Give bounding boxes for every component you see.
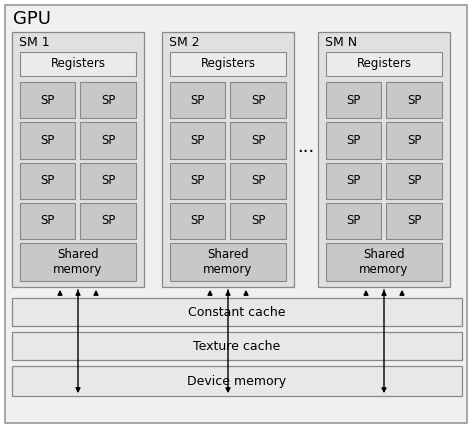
Text: Registers: Registers: [201, 58, 255, 71]
Bar: [386, 203, 442, 239]
Bar: [12, 366, 462, 396]
Text: SP: SP: [251, 134, 265, 147]
Bar: [326, 82, 382, 118]
Bar: [326, 243, 442, 281]
Text: SP: SP: [251, 174, 265, 187]
Text: SP: SP: [101, 134, 116, 147]
Bar: [170, 203, 226, 239]
Text: SP: SP: [346, 174, 361, 187]
Text: SP: SP: [101, 215, 116, 227]
Bar: [81, 163, 136, 199]
Text: SP: SP: [251, 215, 265, 227]
Text: Constant cache: Constant cache: [188, 305, 286, 319]
Text: SM N: SM N: [325, 36, 357, 49]
Bar: [170, 52, 286, 76]
Bar: [12, 332, 462, 360]
Bar: [326, 163, 382, 199]
Text: Device memory: Device memory: [187, 375, 287, 387]
Text: SP: SP: [191, 215, 205, 227]
Text: Registers: Registers: [51, 58, 106, 71]
Text: SP: SP: [346, 215, 361, 227]
Bar: [20, 243, 136, 281]
Text: SP: SP: [101, 94, 116, 107]
Bar: [326, 52, 442, 76]
Bar: [20, 82, 75, 118]
Text: SM 1: SM 1: [19, 36, 50, 49]
Bar: [170, 122, 226, 159]
Bar: [386, 163, 442, 199]
Text: SP: SP: [251, 94, 265, 107]
Text: SP: SP: [41, 174, 55, 187]
Text: Shared
memory: Shared memory: [359, 248, 409, 276]
Bar: [81, 82, 136, 118]
Text: Shared
memory: Shared memory: [53, 248, 103, 276]
Text: SP: SP: [407, 174, 421, 187]
Text: SP: SP: [407, 94, 421, 107]
Bar: [81, 203, 136, 239]
Bar: [12, 298, 462, 326]
Text: SP: SP: [346, 134, 361, 147]
Bar: [230, 122, 286, 159]
Text: SP: SP: [191, 134, 205, 147]
Text: SM 2: SM 2: [169, 36, 200, 49]
Bar: [230, 82, 286, 118]
Bar: [20, 163, 75, 199]
Bar: [162, 32, 294, 287]
Text: SP: SP: [191, 174, 205, 187]
Bar: [20, 203, 75, 239]
Text: SP: SP: [346, 94, 361, 107]
Bar: [326, 122, 382, 159]
Bar: [12, 32, 144, 287]
Text: SP: SP: [407, 215, 421, 227]
Bar: [81, 122, 136, 159]
Text: SP: SP: [41, 215, 55, 227]
Text: GPU: GPU: [13, 10, 51, 28]
Text: ...: ...: [297, 138, 315, 156]
Text: SP: SP: [191, 94, 205, 107]
Bar: [386, 122, 442, 159]
Bar: [170, 243, 286, 281]
Bar: [170, 163, 226, 199]
Bar: [318, 32, 450, 287]
Bar: [170, 82, 226, 118]
Text: Shared
memory: Shared memory: [203, 248, 253, 276]
Bar: [230, 163, 286, 199]
Bar: [386, 82, 442, 118]
Text: SP: SP: [101, 174, 116, 187]
Text: SP: SP: [41, 94, 55, 107]
Text: SP: SP: [407, 134, 421, 147]
Bar: [20, 52, 136, 76]
Bar: [326, 203, 382, 239]
Text: Registers: Registers: [356, 58, 411, 71]
Bar: [230, 203, 286, 239]
Bar: [20, 122, 75, 159]
Text: Texture cache: Texture cache: [193, 340, 281, 353]
Text: SP: SP: [41, 134, 55, 147]
